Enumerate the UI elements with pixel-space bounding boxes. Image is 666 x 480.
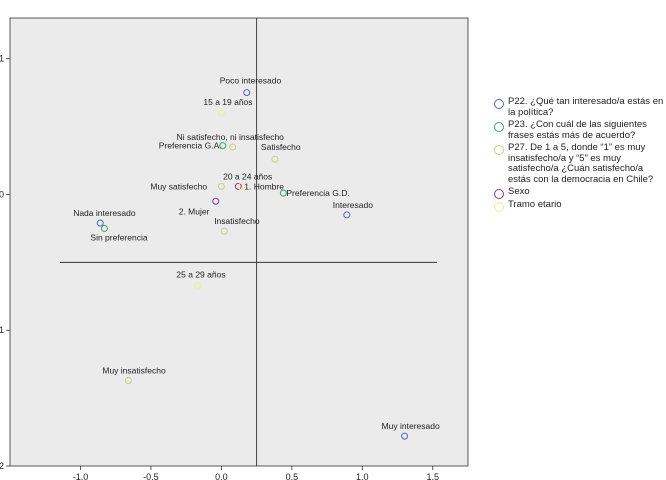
x-tick-label: 1.5 [427, 472, 440, 480]
point-label: 15 a 19 años [203, 97, 252, 107]
point-label: 25 a 29 años [176, 269, 225, 279]
legend: P22. ¿Qué tan interesado/a estás en la p… [494, 96, 666, 212]
data-point [343, 211, 351, 219]
point-label: Satisfecho [261, 142, 301, 152]
legend-label: Sexo [508, 186, 530, 197]
point-label: Sin preferencia [90, 232, 147, 242]
data-point [212, 197, 220, 205]
point-label: Preferencia G.A. [159, 141, 222, 151]
legend-marker-icon [494, 189, 504, 199]
data-point [237, 182, 245, 190]
data-point [124, 376, 132, 384]
point-label: Muy interesado [382, 421, 440, 431]
point-label: Muy satisfecho [150, 181, 207, 191]
data-point [217, 109, 225, 117]
x-tick-label: 0.0 [215, 472, 228, 480]
point-label: Interesado [333, 200, 373, 210]
legend-item: P23. ¿Con cuál de las siguientes frases … [494, 119, 666, 141]
point-label: 2. Mujer [179, 206, 210, 216]
data-point [401, 432, 409, 440]
x-tick-label: -0.5 [143, 472, 159, 480]
data-point [279, 189, 287, 197]
data-point [193, 281, 201, 289]
data-point [219, 142, 227, 150]
point-label: 20 a 24 años [223, 171, 272, 181]
legend-item: P27. De 1 a 5, donde “1” es muy insatisf… [494, 142, 666, 185]
data-point [229, 143, 237, 151]
plot-area [9, 17, 469, 467]
point-label: Nada interesado [73, 208, 136, 218]
data-point [100, 224, 108, 232]
data-point [220, 227, 228, 235]
legend-label: P22. ¿Qué tan interesado/a estás en la p… [508, 96, 664, 118]
y-tick-label: -1 [0, 325, 4, 335]
point-label: 1. Hombre [244, 181, 284, 191]
legend-marker-icon [494, 201, 504, 212]
legend-marker-icon [494, 99, 504, 109]
y-tick-label: -2 [0, 461, 4, 471]
legend-marker-icon [494, 145, 504, 155]
data-point [217, 182, 225, 190]
data-point [234, 182, 242, 190]
y-tick-label: 0 [0, 189, 4, 199]
x-tick-label: 1.0 [356, 472, 369, 480]
data-point [271, 155, 279, 163]
legend-item: P22. ¿Qué tan interesado/a estás en la p… [494, 96, 666, 118]
point-label: Insatisfecho [214, 216, 260, 226]
y-tick-label: 1 [0, 54, 4, 64]
legend-label: Tramo etario [508, 198, 562, 210]
data-point [243, 89, 251, 97]
x-tick-label: -1.0 [73, 472, 89, 480]
data-point [96, 219, 104, 227]
point-label: Preferencia G.D. [286, 188, 349, 198]
legend-label: P27. De 1 a 5, donde “1” es muy insatisf… [508, 142, 654, 185]
point-label: Ni satisfecho, ni insatisfecho [177, 132, 285, 142]
legend-marker-icon [494, 122, 504, 132]
point-label: Muy insatisfecho [102, 365, 166, 375]
point-label: Poco interesado [220, 76, 282, 86]
x-tick-label: 0.5 [286, 472, 299, 480]
legend-label: P23. ¿Con cuál de las siguientes frases … [508, 119, 647, 141]
legend-item: Sexo [494, 186, 666, 199]
legend-item: Tramo etario [494, 198, 666, 212]
